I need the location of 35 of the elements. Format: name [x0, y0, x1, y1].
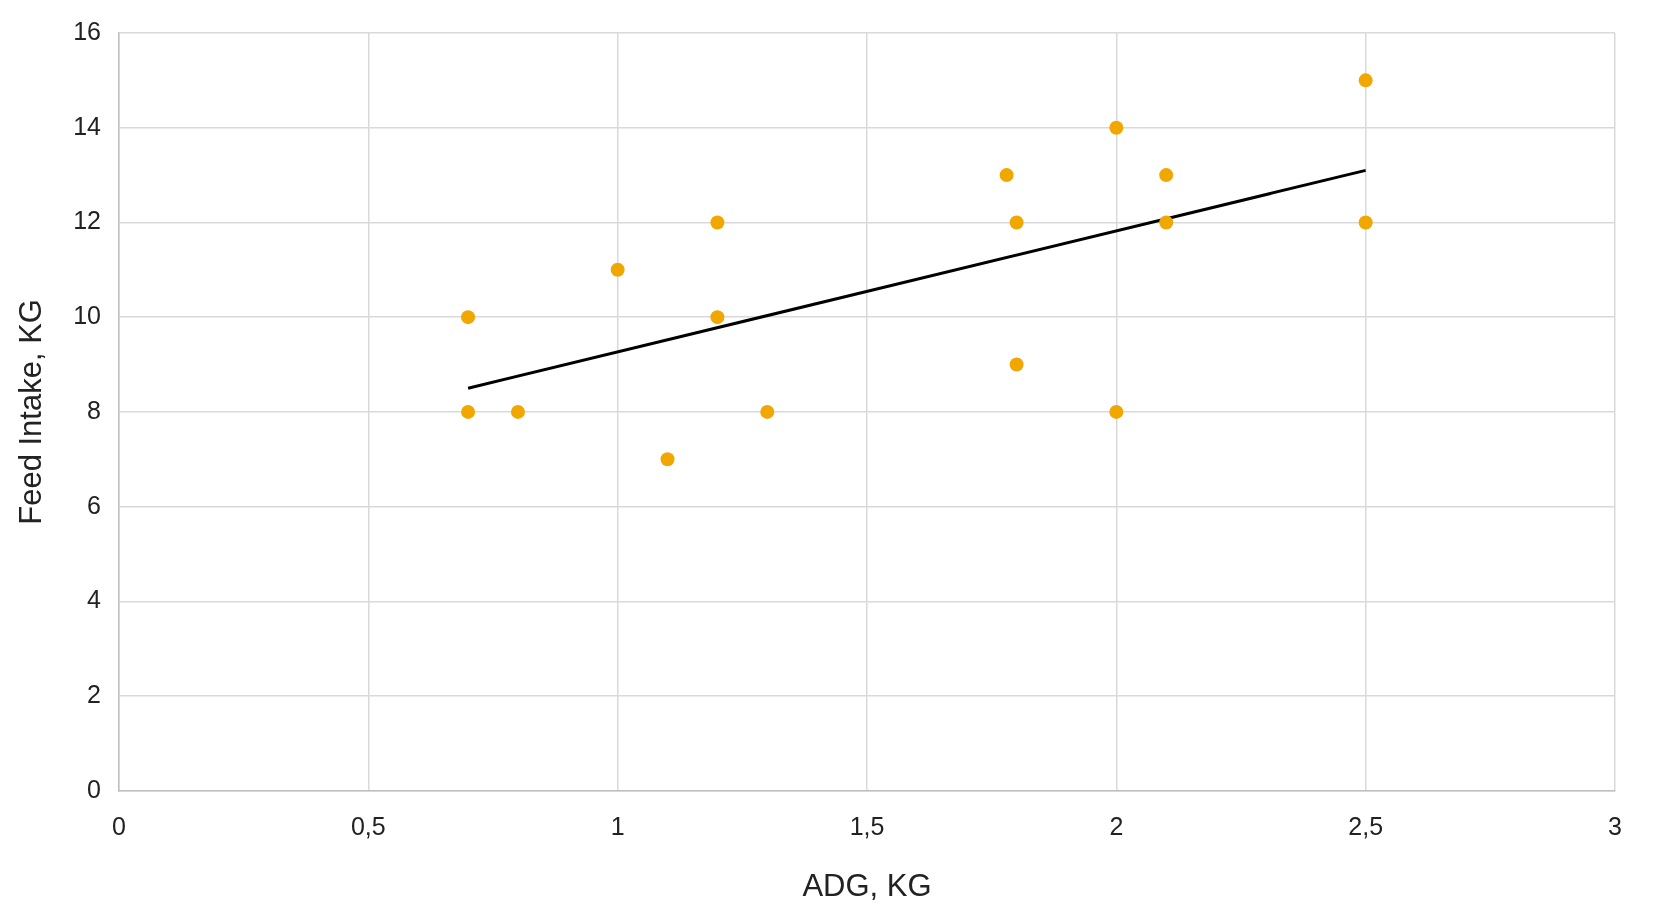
- y-tick-label: 12: [73, 206, 102, 235]
- point: [1358, 215, 1373, 230]
- y-tick-label: 10: [73, 301, 102, 330]
- point: [1109, 404, 1124, 419]
- point: [1159, 215, 1174, 230]
- point: [1009, 357, 1024, 372]
- x-tick-label: 3: [1608, 811, 1622, 840]
- point: [1009, 215, 1024, 230]
- x-tick-label: 1: [610, 811, 625, 840]
- point: [710, 215, 725, 230]
- x-tick-label: 2: [1109, 811, 1124, 840]
- point: [660, 452, 675, 467]
- y-tick-label: 0: [87, 774, 102, 803]
- point: [760, 404, 775, 419]
- point: [610, 262, 625, 277]
- point: [999, 168, 1014, 183]
- y-tick-label: 2: [87, 679, 102, 708]
- y-axis-title: Feed Intake, KG: [13, 299, 49, 525]
- x-tick-label: 1,5: [849, 811, 885, 840]
- x-axis-title: ADG, KG: [802, 867, 932, 903]
- point: [710, 310, 725, 325]
- y-tick-label: 16: [73, 16, 102, 45]
- y-tick-label: 14: [73, 111, 102, 140]
- x-tick-label: 0: [112, 811, 126, 840]
- point: [461, 404, 476, 419]
- point: [1159, 168, 1174, 183]
- point: [1109, 120, 1124, 135]
- y-tick-label: 8: [87, 395, 102, 424]
- x-tick-label: 2,5: [1348, 811, 1384, 840]
- point: [1358, 73, 1373, 88]
- point: [510, 404, 525, 419]
- point: [461, 310, 476, 325]
- x-tick-label: 0,5: [350, 811, 386, 840]
- y-tick-label: 6: [87, 490, 102, 519]
- y-tick-label: 4: [87, 585, 102, 614]
